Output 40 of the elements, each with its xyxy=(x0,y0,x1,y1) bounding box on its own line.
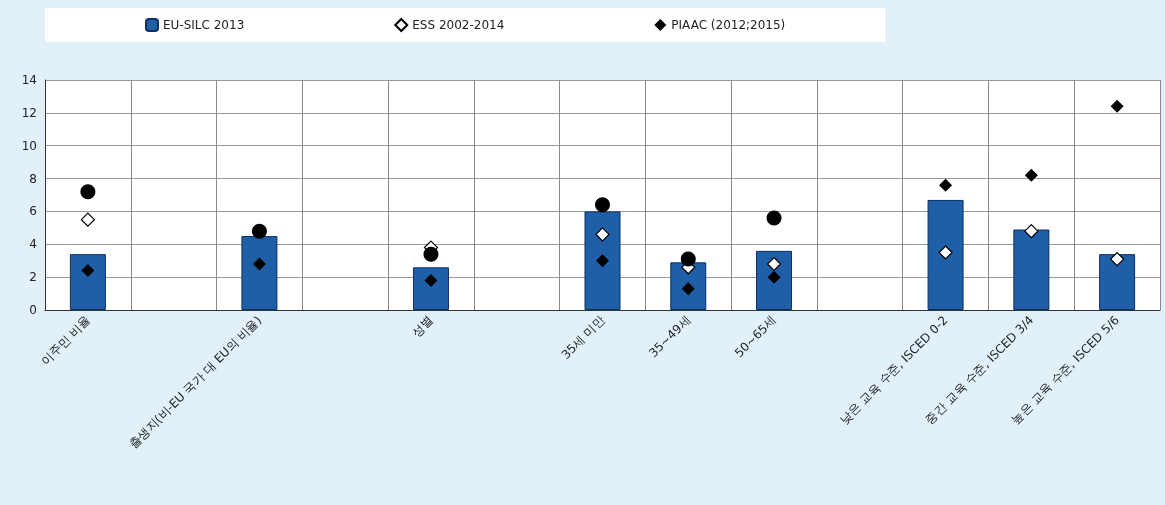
point xyxy=(938,245,953,260)
bar xyxy=(69,254,106,310)
point xyxy=(939,178,953,192)
legend-label: ESS 2002-2014 xyxy=(412,18,505,32)
bar xyxy=(1013,229,1050,310)
bar xyxy=(1099,254,1136,310)
point xyxy=(251,223,267,239)
y-tick-label: 6 xyxy=(29,204,37,219)
y-tick-label: 14 xyxy=(21,73,37,87)
bar xyxy=(756,250,793,310)
y-tick-label: 0 xyxy=(29,303,37,317)
point xyxy=(596,254,609,268)
bar xyxy=(927,199,964,310)
y-tick-label: 8 xyxy=(29,171,37,186)
point xyxy=(1024,224,1039,239)
point xyxy=(1024,168,1038,182)
bar xyxy=(241,236,278,310)
point xyxy=(767,270,781,284)
point xyxy=(766,256,782,272)
point xyxy=(81,264,95,278)
point xyxy=(766,210,782,226)
point xyxy=(680,251,696,267)
y-tick-label: 12 xyxy=(21,105,37,120)
legend-label: EU-SILC 2013 xyxy=(163,18,245,32)
point xyxy=(423,246,439,262)
point xyxy=(80,184,96,200)
y-tick-label: 2 xyxy=(29,270,37,285)
bar xyxy=(584,211,621,310)
point xyxy=(595,227,610,242)
bar xyxy=(412,267,449,310)
y-tick-label: 4 xyxy=(29,237,37,252)
x-tick-label: 성별 xyxy=(409,313,436,340)
point xyxy=(424,273,438,287)
point xyxy=(1110,251,1125,267)
point xyxy=(80,212,95,227)
point xyxy=(252,257,266,271)
point xyxy=(1110,99,1124,113)
point xyxy=(595,197,610,213)
y-tick-label: 10 xyxy=(21,138,37,153)
legend-label: PIAAC (2012;2015) xyxy=(671,18,786,32)
